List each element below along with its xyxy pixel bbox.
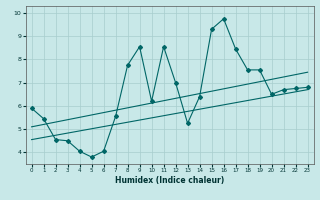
X-axis label: Humidex (Indice chaleur): Humidex (Indice chaleur): [115, 176, 224, 185]
